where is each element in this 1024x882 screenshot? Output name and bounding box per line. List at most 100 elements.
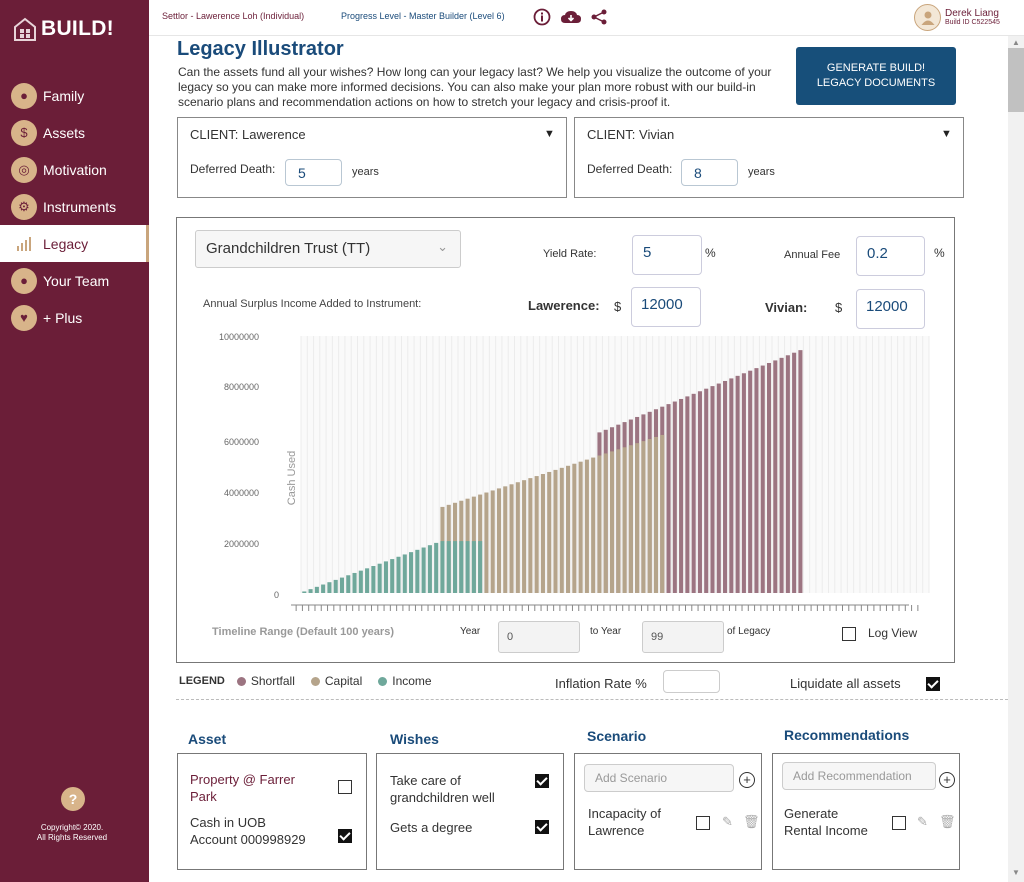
income-bar [440,541,445,593]
shortfall-bar [779,357,784,593]
info-icon[interactable] [533,8,551,26]
of-legacy-label: of Legacy [727,626,771,637]
income-bar [478,541,483,593]
deferred-death-input[interactable]: 8 [681,159,738,186]
income-bar [409,552,414,593]
capital-bar [534,476,539,593]
chart-bars [302,350,803,593]
income-bar [415,549,420,593]
add-scenario-plus-icon[interactable]: + [739,772,755,788]
y-tick-label: 10000000 [219,332,259,342]
scenario-checkbox[interactable] [696,816,710,830]
client-card-vivian: CLIENT: Vivian ▼ Deferred Death: 8 years [574,117,964,198]
collapse-triangle-icon[interactable]: ▼ [544,128,555,140]
trash-icon[interactable]: 🗑 [939,814,956,829]
add-recommendation-plus-icon[interactable]: + [939,772,955,788]
asset-checkbox[interactable] [338,829,352,843]
trash-icon[interactable]: 🗑 [743,814,760,829]
y-tick-label: 4000000 [224,488,259,498]
shortfall-bar [685,396,690,593]
instrument-select[interactable]: Grandchildren Trust (TT) ⌄ [195,230,461,268]
capital-bar [547,471,552,593]
income-bar [402,554,407,593]
vivian-income-input[interactable]: 12000 [856,289,925,329]
income-bar [346,575,351,593]
gears-icon: ⚙ [11,193,37,220]
capital-bar [622,447,627,593]
sidebar-item-label: Motivation [43,161,107,178]
capital-bar [616,449,621,593]
sidebar-item-label: Your Team [43,272,110,289]
help-icon[interactable]: ? [61,787,85,811]
wishes-box: Take care of grandchildren well Gets a de… [376,753,564,870]
income-bar [377,563,382,593]
collapse-triangle-icon[interactable]: ▼ [941,128,952,140]
sidebar-nav: ● Family $ Assets ◎ Motivation ⚙ Instruments… [0,77,149,336]
shortfall-bar [679,398,684,593]
edit-icon[interactable]: ✎ [917,814,928,829]
edit-icon[interactable]: ✎ [722,814,733,829]
legend-label: Income [392,674,432,688]
sidebar-item-assets[interactable]: $ Assets [0,114,149,151]
income-bar [314,586,319,593]
lawerence-income-input[interactable]: 12000 [631,287,701,327]
shortfall-bar [766,362,772,593]
cloud-download-icon[interactable] [560,8,582,26]
income-bar [302,591,307,593]
log-view-checkbox[interactable] [842,627,856,641]
asset-item-label: Property @ Farrer [190,772,295,787]
recommendations-box: Add Recommendation + Generate Rental Inco… [772,753,960,870]
sidebar-item-family[interactable]: ● Family [0,77,149,114]
year-from-input[interactable]: 0 [498,621,580,653]
recommendation-checkbox[interactable] [892,816,906,830]
asset-checkbox[interactable] [338,780,352,794]
scrollbar[interactable] [1008,36,1024,882]
share-icon[interactable] [590,8,608,26]
generate-documents-button[interactable]: GENERATE BUILD! LEGACY DOCUMENTS [796,47,956,105]
income-bar [358,570,363,593]
yield-rate-label: Yield Rate: [543,248,597,260]
topbar: Settlor - Lawerence Loh (Individual) Pro… [149,0,1024,36]
logo-text: BUILD! [41,17,114,40]
wish-checkbox[interactable] [535,774,549,788]
add-recommendation-input[interactable]: Add Recommendation [782,762,936,790]
timeline-range-label: Timeline Range (Default 100 years) [212,626,394,638]
legend-item-income: Income [378,674,432,688]
wish-item: Gets a degree [390,819,472,836]
scroll-up-icon[interactable]: ▲ [1012,38,1020,47]
annual-fee-input[interactable]: 0.2 [856,236,925,276]
scroll-down-icon[interactable]: ▼ [1012,868,1020,877]
liquidate-assets-checkbox[interactable] [926,677,940,691]
capital-bar [584,459,589,593]
sidebar-item-your-team[interactable]: ● Your Team [0,262,149,299]
legend-label: Shortfall [250,674,295,688]
surplus-income-label: Annual Surplus Income Added to Instrumen… [203,298,422,310]
settlor-label[interactable]: Settlor - Lawerence Loh (Individual) [162,11,305,21]
progress-level[interactable]: Progress Level - Master Builder (Level 6… [341,11,505,21]
year-to-input[interactable]: 99 [642,621,724,653]
sidebar-item-label: Instruments [43,198,117,215]
logo-house-icon [14,17,36,41]
yield-rate-input[interactable]: 5 [632,235,702,275]
deferred-death-label: Deferred Death: [587,162,673,176]
fee-pct-sign: % [934,246,945,260]
sidebar-item-legacy[interactable]: Legacy [0,225,149,262]
user-menu[interactable]: Derek Liang Build ID C522545 [914,4,1000,31]
income-bar [421,547,426,593]
app-logo[interactable]: BUILD! [12,16,114,42]
add-scenario-input[interactable]: Add Scenario [584,764,734,792]
sidebar-item-plus[interactable]: ♥ + Plus [0,299,149,336]
capital-bar [496,488,502,593]
sidebar-item-instruments[interactable]: ⚙ Instruments [0,188,149,225]
asset-item-cash: Cash in UOB Account 000998929 [190,814,306,848]
sidebar-item-motivation[interactable]: ◎ Motivation [0,151,149,188]
asset-item-label: Cash in UOB [190,815,266,830]
income-bar [365,568,370,593]
scrollbar-thumb[interactable] [1008,48,1024,112]
wish-item-label: grandchildren well [390,790,495,805]
wish-checkbox[interactable] [535,820,549,834]
wishes-section-title: Wishes [390,731,439,747]
inflation-rate-input[interactable] [663,670,720,693]
deferred-death-input[interactable]: 5 [285,159,342,186]
chart-legend: LEGEND Shortfall Capital Income [179,674,448,688]
